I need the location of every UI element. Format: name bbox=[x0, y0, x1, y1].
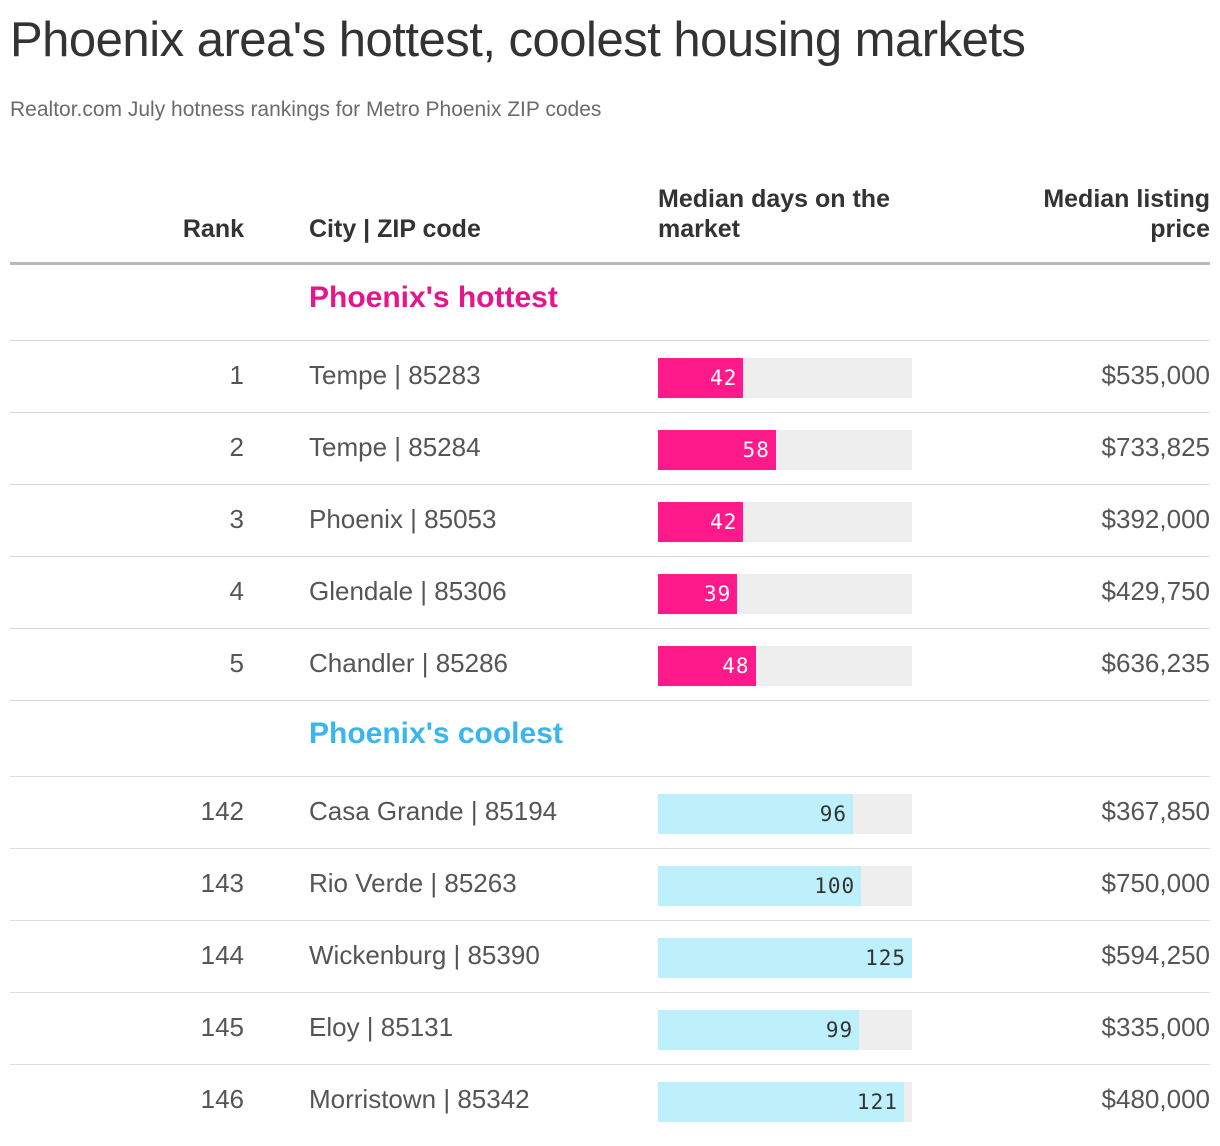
days-bar: 42 bbox=[658, 502, 744, 542]
rank-cell: 146 bbox=[200, 1084, 244, 1114]
table-header: Rank City | ZIP code Median days on the … bbox=[10, 170, 1210, 265]
table-row: 5 Chandler | 85286 48 $636,235 bbox=[10, 629, 1210, 701]
days-bar-label: 42 bbox=[710, 510, 738, 534]
city-zip-cell: Rio Verde | 85263 bbox=[309, 868, 517, 898]
city-zip-cell: Phoenix | 85053 bbox=[309, 504, 497, 534]
days-bar: 99 bbox=[658, 1010, 860, 1050]
days-bar-track: 42 bbox=[658, 358, 912, 398]
days-bar: 39 bbox=[658, 574, 738, 614]
price-cell: $750,000 bbox=[1101, 868, 1210, 898]
city-zip-cell: Chandler | 85286 bbox=[309, 648, 509, 678]
days-bar-label: 58 bbox=[742, 438, 770, 462]
section-row-hot: Phoenix's hottest bbox=[10, 265, 1210, 341]
rank-cell: 145 bbox=[200, 1012, 244, 1042]
price-cell: $535,000 bbox=[1101, 360, 1210, 390]
table-row: 146 Morristown | 85342 121 $480,000 bbox=[10, 1065, 1210, 1136]
price-cell: $429,750 bbox=[1101, 576, 1210, 606]
section-label-cool: Phoenix's coolest bbox=[309, 717, 563, 750]
days-bar-track: 42 bbox=[658, 502, 912, 542]
price-cell: $367,850 bbox=[1101, 796, 1210, 826]
price-cell: $335,000 bbox=[1101, 1012, 1210, 1042]
days-bar: 100 bbox=[658, 866, 862, 906]
days-bar-track: 121 bbox=[658, 1082, 912, 1122]
days-bar-label: 125 bbox=[865, 946, 906, 970]
days-bar-label: 100 bbox=[814, 874, 856, 898]
city-zip-cell: Glendale | 85306 bbox=[309, 576, 507, 606]
price-cell: $594,250 bbox=[1101, 940, 1210, 970]
table-row: 2 Tempe | 85284 58 $733,825 bbox=[10, 413, 1210, 485]
city-zip-cell: Tempe | 85283 bbox=[309, 360, 481, 390]
days-bar: 42 bbox=[658, 358, 744, 398]
rank-cell: 142 bbox=[200, 796, 244, 826]
table-row: 4 Glendale | 85306 39 $429,750 bbox=[10, 557, 1210, 629]
price-cell: $480,000 bbox=[1101, 1084, 1210, 1114]
table-row: 143 Rio Verde | 85263 100 $750,000 bbox=[10, 849, 1210, 921]
rank-cell: 4 bbox=[229, 576, 244, 606]
price-cell: $636,235 bbox=[1101, 648, 1210, 678]
table-row: 1 Tempe | 85283 42 $535,000 bbox=[10, 341, 1210, 413]
days-bar: 125 bbox=[658, 938, 912, 978]
days-bar: 121 bbox=[658, 1082, 904, 1122]
city-zip-cell: Casa Grande | 85194 bbox=[309, 796, 558, 826]
rank-cell: 144 bbox=[200, 940, 244, 970]
days-bar-track: 99 bbox=[658, 1010, 912, 1050]
city-zip-cell: Eloy | 85131 bbox=[309, 1012, 454, 1042]
rank-cell: 2 bbox=[229, 432, 244, 462]
days-bar-label: 42 bbox=[710, 366, 738, 390]
rank-cell: 143 bbox=[200, 868, 244, 898]
days-bar-label: 99 bbox=[825, 1018, 854, 1042]
days-bar: 58 bbox=[658, 430, 776, 470]
days-bar-track: 100 bbox=[658, 866, 912, 906]
days-bar-track: 125 bbox=[658, 938, 912, 978]
chart-subtitle: Realtor.com July hotness rankings for Me… bbox=[10, 98, 602, 121]
rank-cell: 5 bbox=[229, 648, 244, 678]
chart-title: Phoenix area's hottest, coolest housing … bbox=[10, 13, 1026, 67]
days-bar-label: 39 bbox=[703, 582, 732, 606]
price-cell: $392,000 bbox=[1101, 504, 1210, 534]
days-bar-label: 121 bbox=[856, 1090, 898, 1114]
city-zip-cell: Morristown | 85342 bbox=[309, 1084, 530, 1114]
days-bar-track: 48 bbox=[658, 646, 912, 686]
days-bar-label: 96 bbox=[819, 802, 848, 826]
header-rank: Rank bbox=[182, 215, 244, 243]
days-bar: 48 bbox=[658, 646, 756, 686]
table-row: 144 Wickenburg | 85390 125 $594,250 bbox=[10, 921, 1210, 993]
table-row: 145 Eloy | 85131 99 $335,000 bbox=[10, 993, 1210, 1065]
header-median-days: Median days on the market bbox=[658, 185, 890, 243]
city-zip-cell: Wickenburg | 85390 bbox=[309, 940, 540, 970]
rank-cell: 3 bbox=[229, 504, 244, 534]
days-bar-track: 96 bbox=[658, 794, 912, 834]
table-body: Phoenix's hottest 1 Tempe | 85283 42 $535,00… bbox=[10, 265, 1210, 1136]
table-row: 142 Casa Grande | 85194 96 $367,850 bbox=[10, 777, 1210, 849]
table-row: 3 Phoenix | 85053 42 $392,000 bbox=[10, 485, 1210, 557]
days-bar-track: 39 bbox=[658, 574, 912, 614]
section-label-hot: Phoenix's hottest bbox=[309, 281, 558, 314]
header-median-price: Median listing price bbox=[1043, 185, 1210, 243]
city-zip-cell: Tempe | 85284 bbox=[309, 432, 481, 462]
rank-cell: 1 bbox=[229, 360, 244, 390]
days-bar-track: 58 bbox=[658, 430, 912, 470]
days-bar-label: 48 bbox=[722, 654, 750, 678]
header-city-zip: City | ZIP code bbox=[309, 215, 481, 243]
days-bar: 96 bbox=[658, 794, 854, 834]
price-cell: $733,825 bbox=[1101, 432, 1210, 462]
rankings-table: Rank City | ZIP code Median days on the … bbox=[10, 170, 1210, 1136]
section-row-cool: Phoenix's coolest bbox=[10, 701, 1210, 777]
